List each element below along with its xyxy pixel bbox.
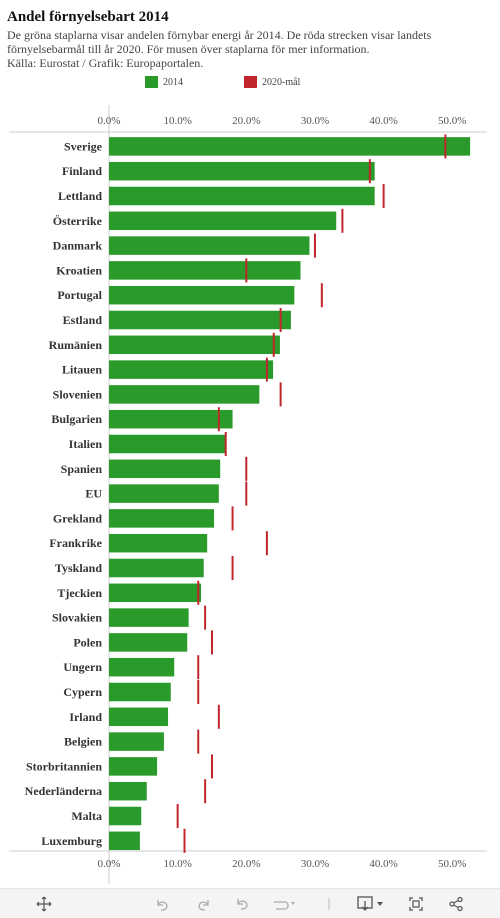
bar[interactable] [109,186,375,206]
bar[interactable] [109,781,147,801]
bar[interactable] [109,161,375,181]
download-icon[interactable] [354,889,388,918]
bar[interactable] [109,806,142,826]
chart-title: Andel förnyelsebart 2014 [7,9,169,25]
subtitle-line-3: Källa: Eurostat / Grafik: Europaportalen… [7,56,204,70]
category-label: Irland [69,710,102,724]
x-tick-label-bottom: 30.0% [301,858,329,870]
category-label: Lettland [58,189,102,203]
category-label: Finland [62,164,102,178]
category-label: Luxemburg [41,834,102,848]
category-label: Österrike [53,214,103,228]
x-tick-label-top: 30.0% [301,115,329,127]
x-tick-label-top: 40.0% [369,115,397,127]
category-label: Kroatien [56,263,102,277]
bar[interactable] [109,236,310,255]
undo-icon[interactable] [151,889,173,918]
bar[interactable] [109,211,337,231]
bar[interactable] [109,583,201,603]
category-label: Portugal [57,288,102,302]
toolbar-divider [322,889,336,918]
x-tick-label-top: 10.0% [163,115,191,127]
chart-toolbar [0,888,500,918]
legend-swatch-2014 [145,76,158,88]
bar[interactable] [109,558,204,578]
bar[interactable] [109,459,221,479]
category-label: Cypern [63,685,102,699]
legend-label-target: 2020-mål [262,77,301,88]
bar[interactable] [109,608,189,627]
bar[interactable] [109,261,301,280]
category-label: Spanien [61,462,103,476]
bar[interactable] [109,831,140,851]
share-icon[interactable] [444,889,468,918]
category-label: Polen [73,635,102,649]
bar[interactable] [109,409,233,429]
bar[interactable] [109,335,280,355]
redo-alt-icon[interactable] [268,889,300,918]
reset-icon[interactable] [231,889,253,918]
category-label: Grekland [53,511,102,525]
bar[interactable] [109,633,188,652]
legend: 2014 2020-mål [0,74,500,94]
redo-icon[interactable] [193,889,215,918]
bar[interactable] [109,137,471,156]
bar[interactable] [109,360,274,379]
category-label: Rumänien [49,338,103,352]
bar[interactable] [109,757,158,776]
legend-swatch-target [244,76,257,88]
category-label: EU [85,487,102,501]
category-label: Ungern [63,660,102,674]
category-label: Nederländerna [25,784,102,798]
category-label: Tjeckien [57,586,102,600]
category-label: Slovenien [53,387,103,401]
x-tick-label-bottom: 50.0% [438,858,466,870]
x-tick-label-top: 20.0% [232,115,260,127]
category-label: Storbritannien [26,759,102,773]
bar-chart[interactable]: 0.0% 0.0% 10.0% 10.0% 20.0% 20.0% 30.0% 30.0% 40… [0,0,500,888]
bar[interactable] [109,732,164,751]
bar[interactable] [109,509,215,528]
move-icon[interactable] [32,889,56,918]
legend-label-2014: 2014 [163,77,183,88]
x-tick-label-bottom: 40.0% [369,858,397,870]
bar[interactable] [109,707,169,727]
category-label: Slovakien [52,611,102,625]
subtitle-line-1: De gröna staplarna visar andelen förnyba… [7,28,432,42]
category-label: Litauen [62,363,102,377]
x-tick-label-top: 50.0% [438,115,466,127]
x-tick-label-top: 0.0% [98,115,121,127]
category-label: Danmark [53,239,103,253]
bar[interactable] [109,657,175,677]
category-label: Belgien [64,735,102,749]
bar[interactable] [109,285,295,305]
category-label: Sverige [64,139,103,153]
fullscreen-icon[interactable] [404,889,428,918]
bar[interactable] [109,310,291,330]
bar[interactable] [109,434,227,454]
bar[interactable] [109,385,260,404]
x-tick-label-bottom: 10.0% [163,858,191,870]
category-label: Frankrike [49,536,102,550]
x-tick-label-bottom: 20.0% [232,858,260,870]
subtitle-line-2: förnyelsebarmål till år 2020. För musen … [7,42,370,56]
category-label: Tyskland [55,561,102,575]
category-label: Malta [71,809,102,823]
category-label: Bulgarien [51,412,102,426]
category-label: Italien [69,437,103,451]
bar[interactable] [109,533,208,553]
x-tick-label-bottom: 0.0% [98,858,121,870]
bar[interactable] [109,682,171,702]
category-label: Estland [63,313,103,327]
bar[interactable] [109,484,219,503]
